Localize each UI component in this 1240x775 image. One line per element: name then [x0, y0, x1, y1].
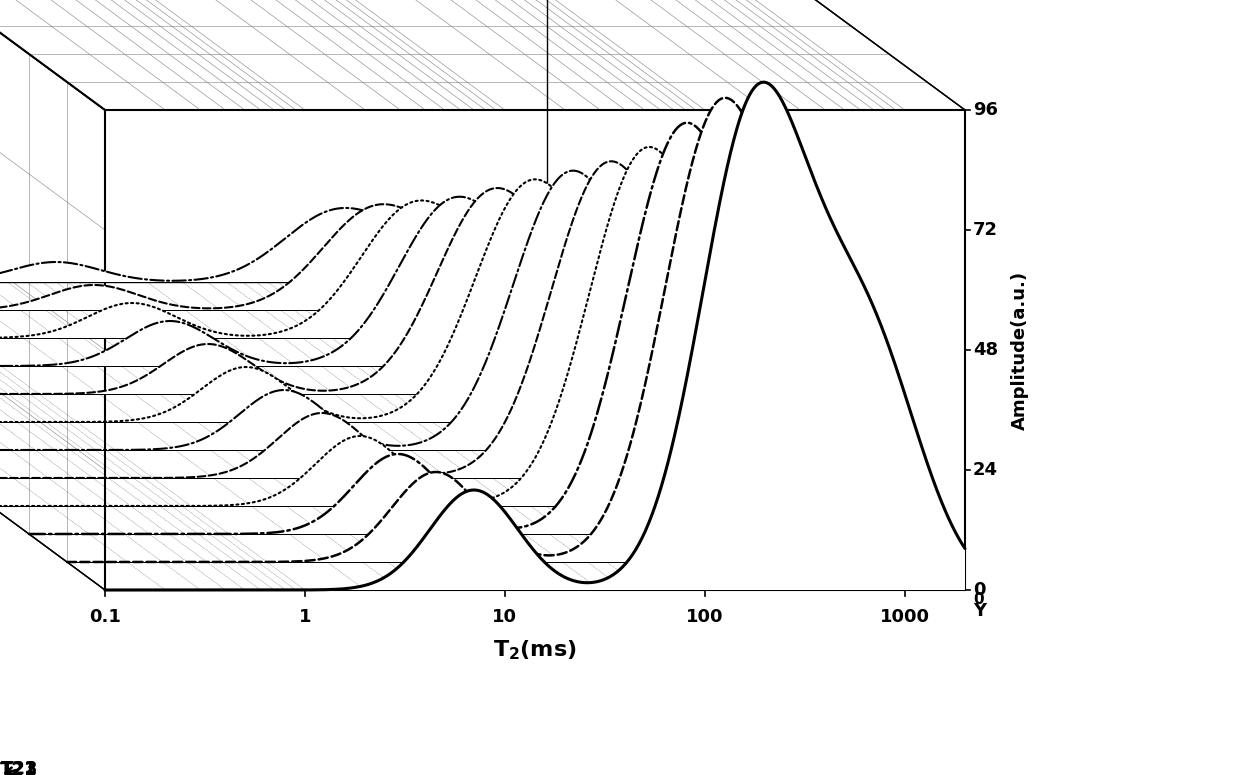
Text: T21: T21 [0, 760, 37, 775]
Text: $\mathbf{T_2(ms)}$: $\mathbf{T_2(ms)}$ [494, 638, 577, 662]
Polygon shape [29, 122, 889, 534]
Text: 2: 2 [897, 536, 908, 551]
Text: T22: T22 [0, 760, 38, 775]
Text: 10: 10 [492, 608, 517, 626]
Text: 9: 9 [631, 340, 641, 355]
Text: 3: 3 [859, 508, 869, 523]
Polygon shape [0, 204, 585, 310]
Text: 10: 10 [593, 312, 614, 327]
Text: Amplitude(a.u.): Amplitude(a.u.) [1011, 270, 1029, 429]
Polygon shape [0, 197, 661, 366]
Polygon shape [0, 201, 622, 338]
Text: 8: 8 [670, 368, 680, 383]
Text: 100: 100 [686, 608, 724, 626]
Polygon shape [0, 147, 851, 506]
Text: 48: 48 [973, 341, 998, 359]
Text: 0: 0 [973, 592, 983, 607]
Text: T23: T23 [1, 760, 38, 775]
Polygon shape [0, 208, 547, 282]
Text: 1: 1 [935, 564, 945, 579]
Polygon shape [105, 82, 965, 590]
Polygon shape [0, 179, 737, 422]
Text: 11: 11 [556, 284, 577, 299]
Polygon shape [67, 98, 928, 562]
Text: Y: Y [973, 602, 986, 620]
Text: 96: 96 [973, 101, 998, 119]
Text: 0: 0 [973, 581, 986, 599]
Polygon shape [0, 170, 775, 450]
Text: 5: 5 [782, 452, 794, 467]
Text: 7: 7 [707, 396, 718, 411]
Polygon shape [0, 0, 105, 590]
Text: 6: 6 [745, 424, 755, 439]
Polygon shape [0, 188, 699, 394]
Text: 24: 24 [973, 461, 998, 479]
Text: 4: 4 [821, 480, 832, 495]
Polygon shape [0, 161, 813, 478]
Polygon shape [0, 0, 965, 110]
Text: 72: 72 [973, 221, 998, 239]
Text: 0.1: 0.1 [89, 608, 122, 626]
Text: 1: 1 [299, 608, 311, 626]
Text: 1000: 1000 [880, 608, 930, 626]
